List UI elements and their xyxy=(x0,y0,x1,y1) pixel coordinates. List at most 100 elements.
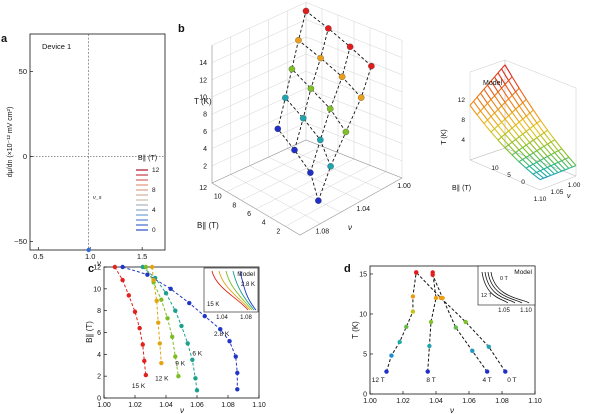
panel-c-axes: 1.00 1.02 1.04 1.06 1.08 1.10 0 2 4 6 8 10 12 xyxy=(93,265,266,410)
panel-c-inset-curve xyxy=(211,270,249,311)
panel-d-point xyxy=(438,295,444,301)
panel-b-inset-mesh-line xyxy=(543,143,548,147)
panel-a-legend-label: 0 xyxy=(152,227,156,234)
panel-c-point xyxy=(194,388,200,393)
panel-b-inset-mesh-line xyxy=(480,110,488,121)
panel-b-inset-mesh-line xyxy=(529,128,538,139)
panel-a-device-label: Device 1 xyxy=(42,42,71,51)
panel-c-point xyxy=(193,376,198,381)
panel-b-inset-mesh-line xyxy=(515,121,520,126)
panel-a-frame xyxy=(29,33,166,251)
panel-b-ztick-label: 12 xyxy=(199,77,207,84)
panel-b-grid-line xyxy=(230,174,321,224)
panel-d-point xyxy=(389,353,394,358)
panel-b-inset-mesh-line xyxy=(494,125,499,130)
panel-b-inset-mesh-line xyxy=(536,137,545,147)
panel-b-inset-mesh-line xyxy=(532,173,541,181)
panel-b-inset-mesh-line xyxy=(536,171,544,179)
panel-b-inset-mesh-line xyxy=(522,147,531,156)
panel-b-inset-mesh-line xyxy=(518,159,523,163)
panel-b-inset-mesh-line xyxy=(561,158,566,162)
panel-d-ytick-label: 15 xyxy=(359,272,367,279)
panel-b-inset-mesh-line xyxy=(540,120,549,131)
panel-b-inset-mesh-line xyxy=(508,112,513,117)
panel-b-inset-mesh-line xyxy=(487,80,492,86)
panel-b-inset-mesh-line xyxy=(522,133,531,143)
panel-b-inset-mesh-line xyxy=(539,168,545,172)
panel-b-inset-mesh-line xyxy=(543,129,548,134)
panel-b-floor xyxy=(211,139,403,236)
panel-b-inset-mesh-line xyxy=(547,156,555,165)
panel-b-point xyxy=(274,125,282,133)
panel-b-point xyxy=(327,105,334,113)
panel-b-inset-mesh-line xyxy=(543,156,548,159)
panel-b-inset-mesh-line xyxy=(550,152,555,156)
panel-c-inset-curve xyxy=(225,270,253,311)
panel-b-inset-mesh-line xyxy=(557,162,566,171)
panel-b-inset-mesh-line xyxy=(557,150,566,160)
panel-c-ytick-label: 12 xyxy=(93,265,101,272)
panel-c-point xyxy=(120,264,125,270)
panel-b-inset-ticks: 12 8 4 10 5 0 1.10 1.05 1.00 xyxy=(458,97,581,203)
panel-c-inset-curve xyxy=(232,270,255,311)
panel-c-ytick-label: 2 xyxy=(97,374,101,381)
panel-b-inset-mesh-line xyxy=(518,161,527,169)
panel-b-inset-mesh-line xyxy=(547,165,552,168)
panel-b-inset-mesh-line xyxy=(497,136,502,141)
panel-b-inset-mesh-line xyxy=(525,144,534,154)
panel-b-inset-mesh-line xyxy=(532,171,537,175)
panel-b-grid-line xyxy=(211,70,403,115)
panel-b-inset-mesh-line xyxy=(532,125,541,136)
panel-b-point xyxy=(317,136,324,144)
panel-b-inset-mesh-line xyxy=(508,141,513,146)
panel-b-point xyxy=(317,54,324,62)
panel-b-inset-mesh-line xyxy=(490,131,499,141)
panel-b-inset-mesh-line xyxy=(564,158,573,168)
panel-b-point xyxy=(302,7,310,15)
panel-b-ztick-label: 14 xyxy=(199,60,207,67)
panel-b-inset-mesh-line xyxy=(547,141,552,145)
panel-b-ytick-label: 6 xyxy=(247,211,251,218)
panel-b-inset-mesh-line xyxy=(501,102,506,107)
panel-b-inset-xlabel: ν xyxy=(567,193,571,200)
panel-d-inset-xtick: 1.10 xyxy=(520,308,532,314)
panel-b-inset-ztick: 4 xyxy=(461,137,465,144)
panel-b-ylabel: B∥ (T) xyxy=(197,221,219,230)
panel-d-inset-frame xyxy=(477,265,536,306)
panel-d-ylabel: T (K) xyxy=(351,321,360,339)
panel-b-inset-mesh-line xyxy=(547,174,551,178)
panel-b-inset-mesh-line xyxy=(546,166,555,175)
panel-d: d 1.00 1.02 1.04 1.06 1.08 1.10 0 5 10 15 12 T 8 T… xyxy=(344,263,542,414)
panel-b-grid-line xyxy=(211,88,403,132)
panel-c-points xyxy=(112,264,240,393)
panel-c-point xyxy=(126,293,131,298)
panel-b-inset-mesh-line xyxy=(518,105,527,117)
panel-b-inset-mesh-line xyxy=(543,176,548,179)
panel-b-inset-mesh-line xyxy=(518,121,527,132)
panel-c-point xyxy=(185,341,190,346)
panel-c-point xyxy=(140,264,145,270)
panel-d-point xyxy=(484,369,490,374)
panel-b-point xyxy=(307,169,314,176)
panel-a-legend-label: 8 xyxy=(152,187,156,194)
panel-c-inset-xtick: 1.08 xyxy=(240,315,252,321)
panel-b-inset-mesh-line xyxy=(501,105,510,117)
panel-b-inset-mesh-line xyxy=(511,141,520,151)
panel-b-inset-mesh-line xyxy=(536,161,545,170)
panel-b-inset-mesh-line xyxy=(480,92,488,104)
panel-b-inset-mesh-line xyxy=(529,165,537,173)
panel-b-inset-mesh-line xyxy=(518,118,524,123)
panel-c-point xyxy=(173,308,178,313)
panel-d-point xyxy=(470,348,475,353)
panel-b-inset-mesh-line xyxy=(511,76,520,89)
panel-b-point xyxy=(325,25,332,32)
panel-d-inset-curve xyxy=(490,271,530,304)
panel-b-point xyxy=(346,43,354,51)
panel-d-point xyxy=(428,319,434,325)
panel-b-inset-mesh-line xyxy=(533,122,538,127)
panel-a: a Device 1 0.5 1.0 1.5 −50 0 50 ν dμ/dn (×10⁻… xyxy=(1,33,166,268)
panel-b-inset-mesh-line xyxy=(518,136,527,146)
panel-b-inset-mesh-line xyxy=(543,132,552,143)
panel-b-ztick-label: 2 xyxy=(203,163,207,170)
panel-b-inset-mesh-line xyxy=(540,132,545,136)
